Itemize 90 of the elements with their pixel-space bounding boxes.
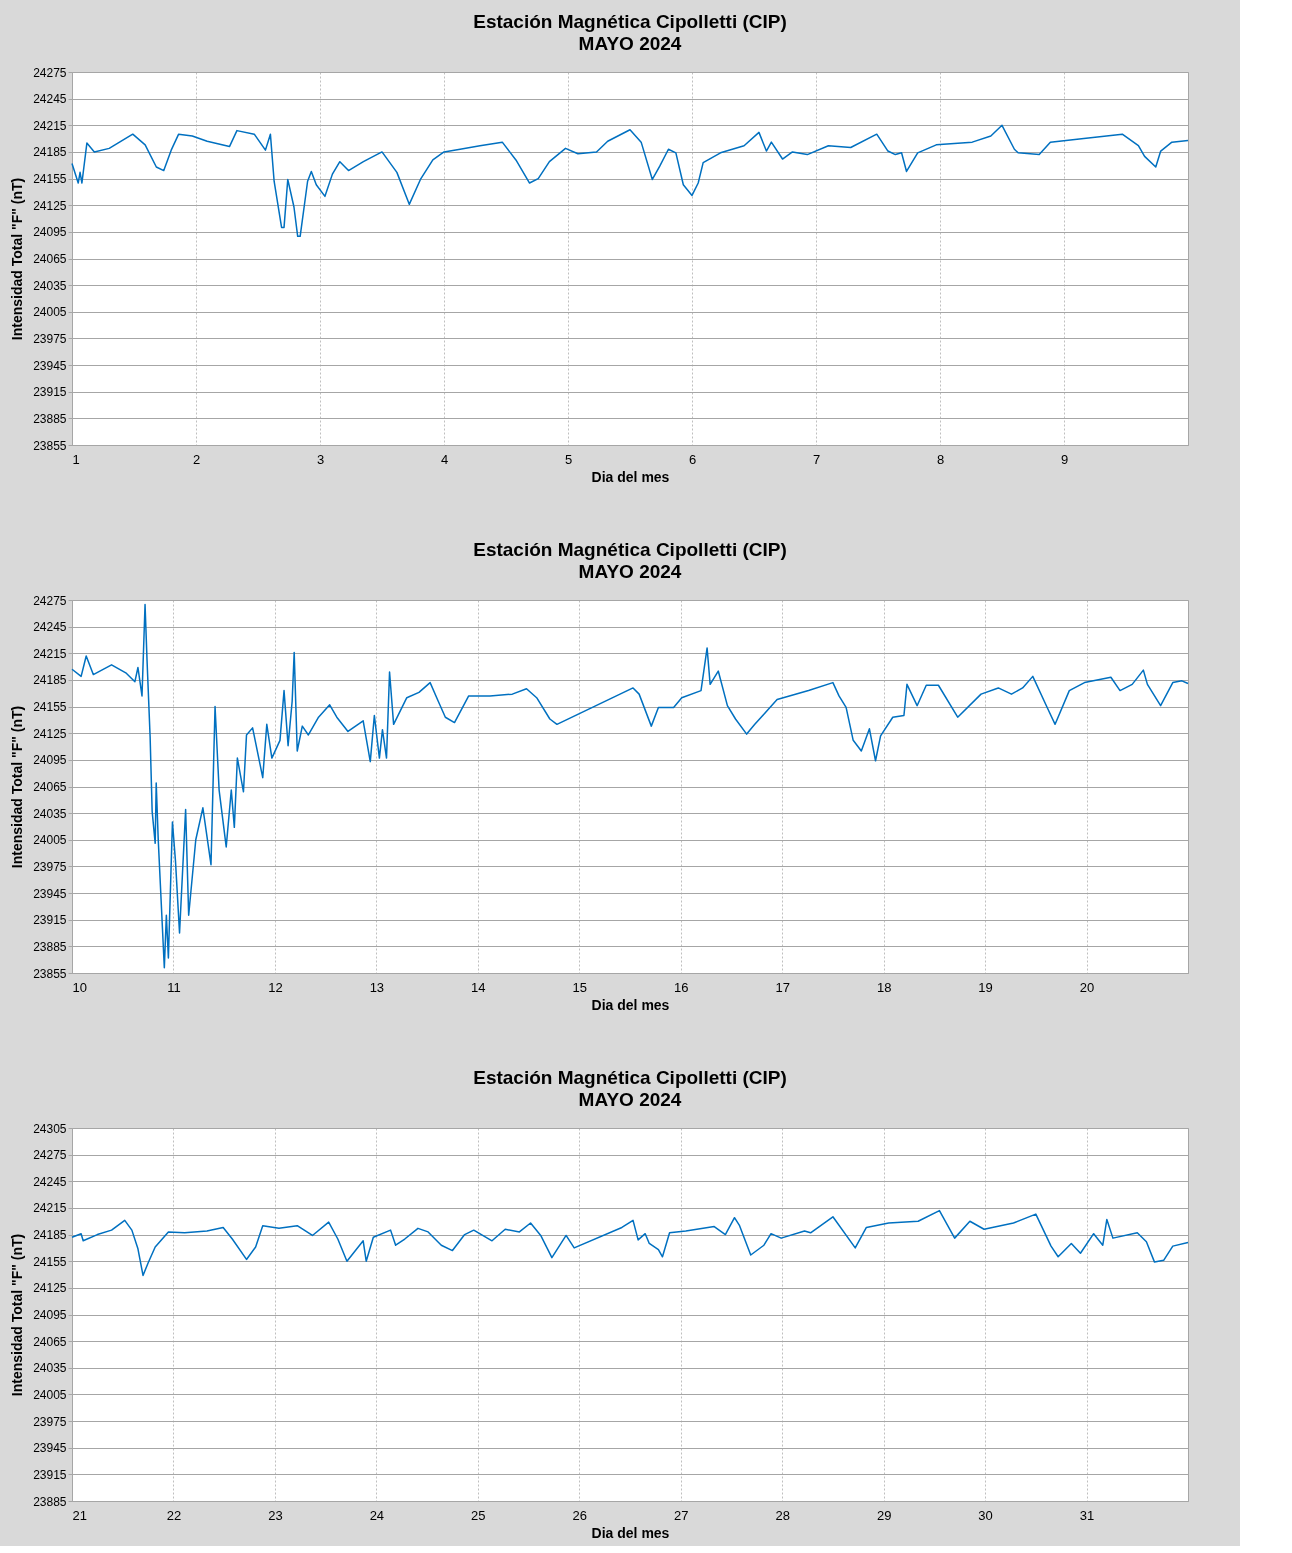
y-tick-label: 24095	[33, 1308, 67, 1322]
y-tick-label: 23885	[33, 939, 67, 954]
y-tick-label: 24065	[33, 252, 67, 266]
line-series	[71, 1209, 1189, 1277]
y-tick-label: 24065	[33, 1334, 67, 1349]
y-tick-label: 24275	[33, 65, 67, 80]
y-tick-label: 24125	[33, 726, 67, 741]
x-tick-label: 29	[876, 1507, 892, 1523]
y-tick-label: 23975	[33, 859, 67, 874]
y-tick-label: 24215	[33, 1201, 67, 1216]
chart-subtitle: MAYO 2024	[578, 33, 682, 54]
y-tick-label: 24155	[33, 700, 67, 715]
y-tick-label: 23915	[33, 1467, 67, 1482]
x-tick-label: 19	[978, 979, 993, 995]
y-tick-label: 24005	[33, 1387, 67, 1402]
x-tick-label: 20	[1079, 979, 1095, 995]
x-tick-label: 3	[316, 451, 325, 467]
y-tick-label: 24125	[33, 198, 67, 213]
y-tick-label: 23945	[33, 358, 67, 373]
chart-title: Estación Magnética Cipolletti (CIP)	[473, 539, 787, 560]
x-tick-label: 16	[673, 979, 689, 995]
chart-title: Estación Magnética Cipolletti (CIP)	[473, 1067, 787, 1088]
y-tick-label: 24185	[33, 1228, 67, 1243]
x-tick-label: 9	[1060, 451, 1069, 467]
y-axis-title: Intensidad Total "F" (nT)	[9, 1233, 26, 1397]
chart-subtitle: MAYO 2024	[578, 561, 682, 582]
y-tick-label: 24215	[33, 118, 67, 133]
x-tick-label: 23	[268, 1507, 283, 1523]
chart-subtitle: MAYO 2024	[578, 1089, 682, 1110]
y-axis-title: Intensidad Total "F" (nT)	[9, 177, 26, 341]
x-tick-label: 11	[167, 979, 181, 995]
x-tick-label: 21	[72, 1507, 87, 1523]
x-tick-label: 1	[72, 451, 80, 467]
x-tick-label: 28	[775, 1507, 790, 1523]
y-tick-label: 23915	[33, 913, 67, 928]
x-tick-label: 10	[72, 979, 87, 995]
y-tick-label: 24275	[33, 1148, 67, 1163]
y-tick-label: 23975	[33, 1414, 67, 1429]
y-tick-label: 24215	[33, 646, 67, 661]
x-tick-label: 4	[440, 451, 449, 467]
x-tick-label: 8	[936, 451, 945, 467]
x-tick-label: 17	[775, 979, 790, 995]
y-tick-label: 24245	[33, 1174, 67, 1189]
line-series	[71, 124, 1189, 238]
x-tick-label: 12	[268, 979, 283, 995]
x-tick-label: 2	[192, 451, 201, 467]
y-tick-label: 24095	[33, 753, 67, 768]
x-tick-label: 14	[471, 979, 486, 995]
y-tick-label: 23915	[33, 385, 67, 400]
x-tick-label: 30	[978, 1507, 993, 1523]
y-tick-label: 24095	[33, 225, 67, 240]
x-tick-label: 13	[369, 979, 385, 995]
x-tick-label: 15	[572, 979, 588, 995]
y-tick-label: 24125	[33, 1281, 67, 1296]
y-tick-label: 24275	[33, 593, 67, 608]
y-tick-label: 23945	[33, 1441, 67, 1456]
y-tick-label: 24245	[33, 620, 67, 635]
y-tick-label: 23975	[33, 331, 67, 346]
x-tick-label: 25	[471, 1507, 486, 1523]
y-tick-label: 24035	[33, 278, 67, 293]
x-axis-title: Dia del mes	[591, 996, 670, 1013]
x-tick-label: 7	[812, 451, 821, 467]
x-tick-label: 22	[166, 1507, 182, 1523]
y-tick-label: 23945	[33, 886, 67, 901]
y-tick-label: 24155	[33, 172, 67, 187]
x-tick-label: 27	[673, 1507, 689, 1523]
y-tick-label: 23885	[33, 411, 67, 426]
x-axis-title: Dia del mes	[591, 468, 670, 485]
x-tick-label: 24	[369, 1507, 385, 1523]
y-axis-title: Intensidad Total "F" (nT)	[9, 705, 26, 869]
y-tick-label: 24005	[33, 305, 67, 320]
chart-title: Estación Magnética Cipolletti (CIP)	[473, 11, 787, 32]
x-axis-title: Dia del mes	[591, 1524, 670, 1541]
y-tick-label: 24155	[33, 1254, 67, 1269]
y-tick-label: 24305	[33, 1121, 67, 1136]
x-tick-label: 31	[1079, 1507, 1095, 1523]
y-tick-label: 24035	[33, 1361, 67, 1376]
y-tick-label: 23855	[33, 438, 67, 453]
y-tick-label: 24245	[33, 92, 67, 107]
x-tick-label: 6	[688, 451, 697, 467]
x-tick-label: 26	[572, 1507, 588, 1523]
y-tick-label: 24005	[33, 833, 67, 848]
y-tick-label: 24035	[33, 806, 67, 821]
x-tick-label: 5	[564, 451, 573, 467]
y-tick-label: 24065	[33, 780, 67, 794]
y-tick-label: 24185	[33, 145, 67, 160]
y-tick-label: 23885	[33, 1494, 67, 1509]
y-tick-label: 24185	[33, 673, 67, 688]
y-tick-label: 23855	[33, 966, 67, 981]
x-tick-label: 18	[876, 979, 892, 995]
